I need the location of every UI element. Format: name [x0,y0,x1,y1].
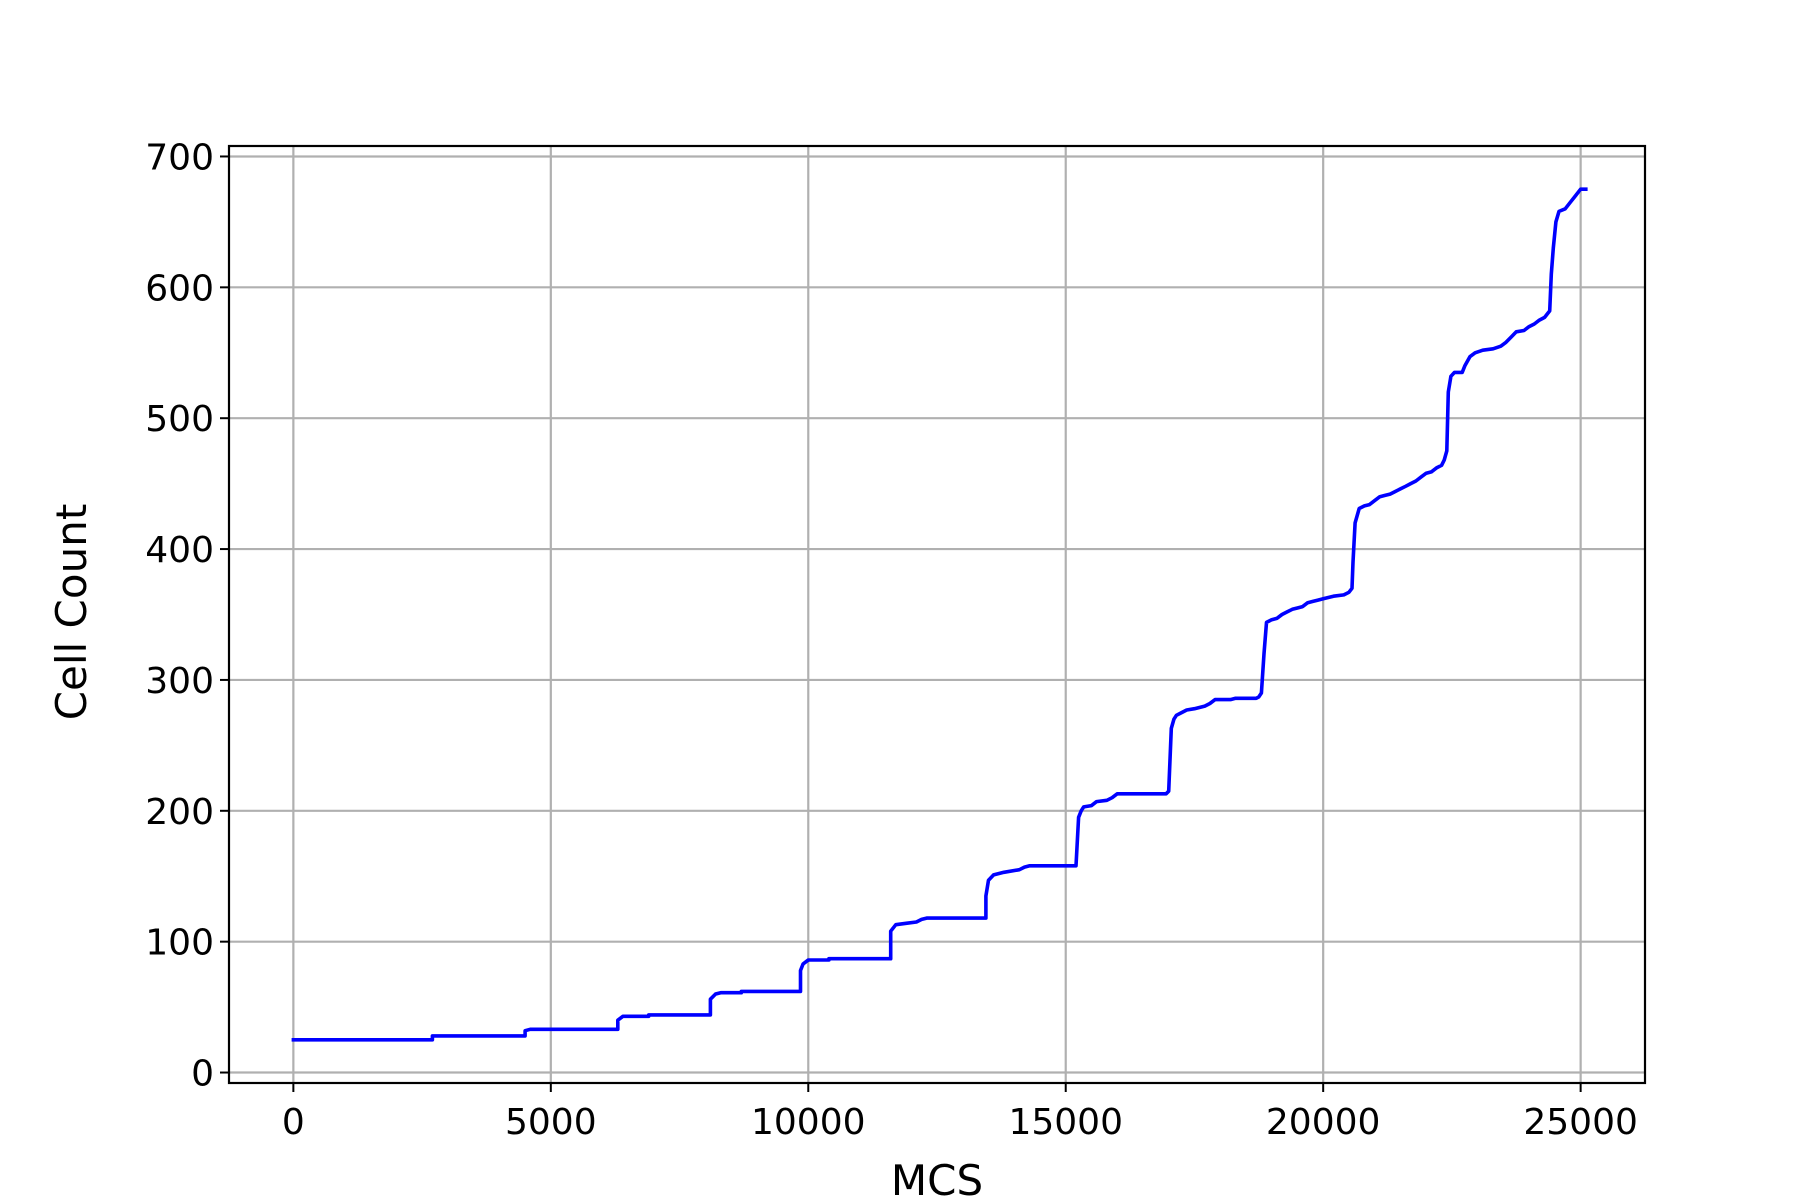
y-tick-label: 100 [145,923,214,964]
y-tick-label: 600 [145,268,214,309]
ticks: 0 5000 10000 15000 20000 25000 0 100 200 300 400 50… [145,137,1638,1143]
x-tick-label: 0 [282,1102,305,1143]
y-tick-label: 0 [191,1054,214,1095]
grid [229,146,1645,1083]
x-tick-label: 25000 [1523,1102,1638,1143]
x-tick-label: 5000 [505,1102,597,1143]
x-tick-label: 20000 [1266,1102,1381,1143]
plot-frame [227,144,1647,1085]
series-layer [291,187,1588,1042]
y-axis-label: Cell Count [47,504,96,721]
x-tick-label: 15000 [1008,1102,1123,1143]
x-tick-label: 10000 [751,1102,866,1143]
y-tick-label: 500 [145,399,214,440]
y-tick-label: 700 [145,137,214,178]
y-tick-label: 300 [145,661,214,702]
y-tick-label: 400 [145,530,214,571]
x-axis-label: MCS [891,1156,983,1200]
series-line [291,187,1588,1042]
y-tick-label: 200 [145,792,214,833]
